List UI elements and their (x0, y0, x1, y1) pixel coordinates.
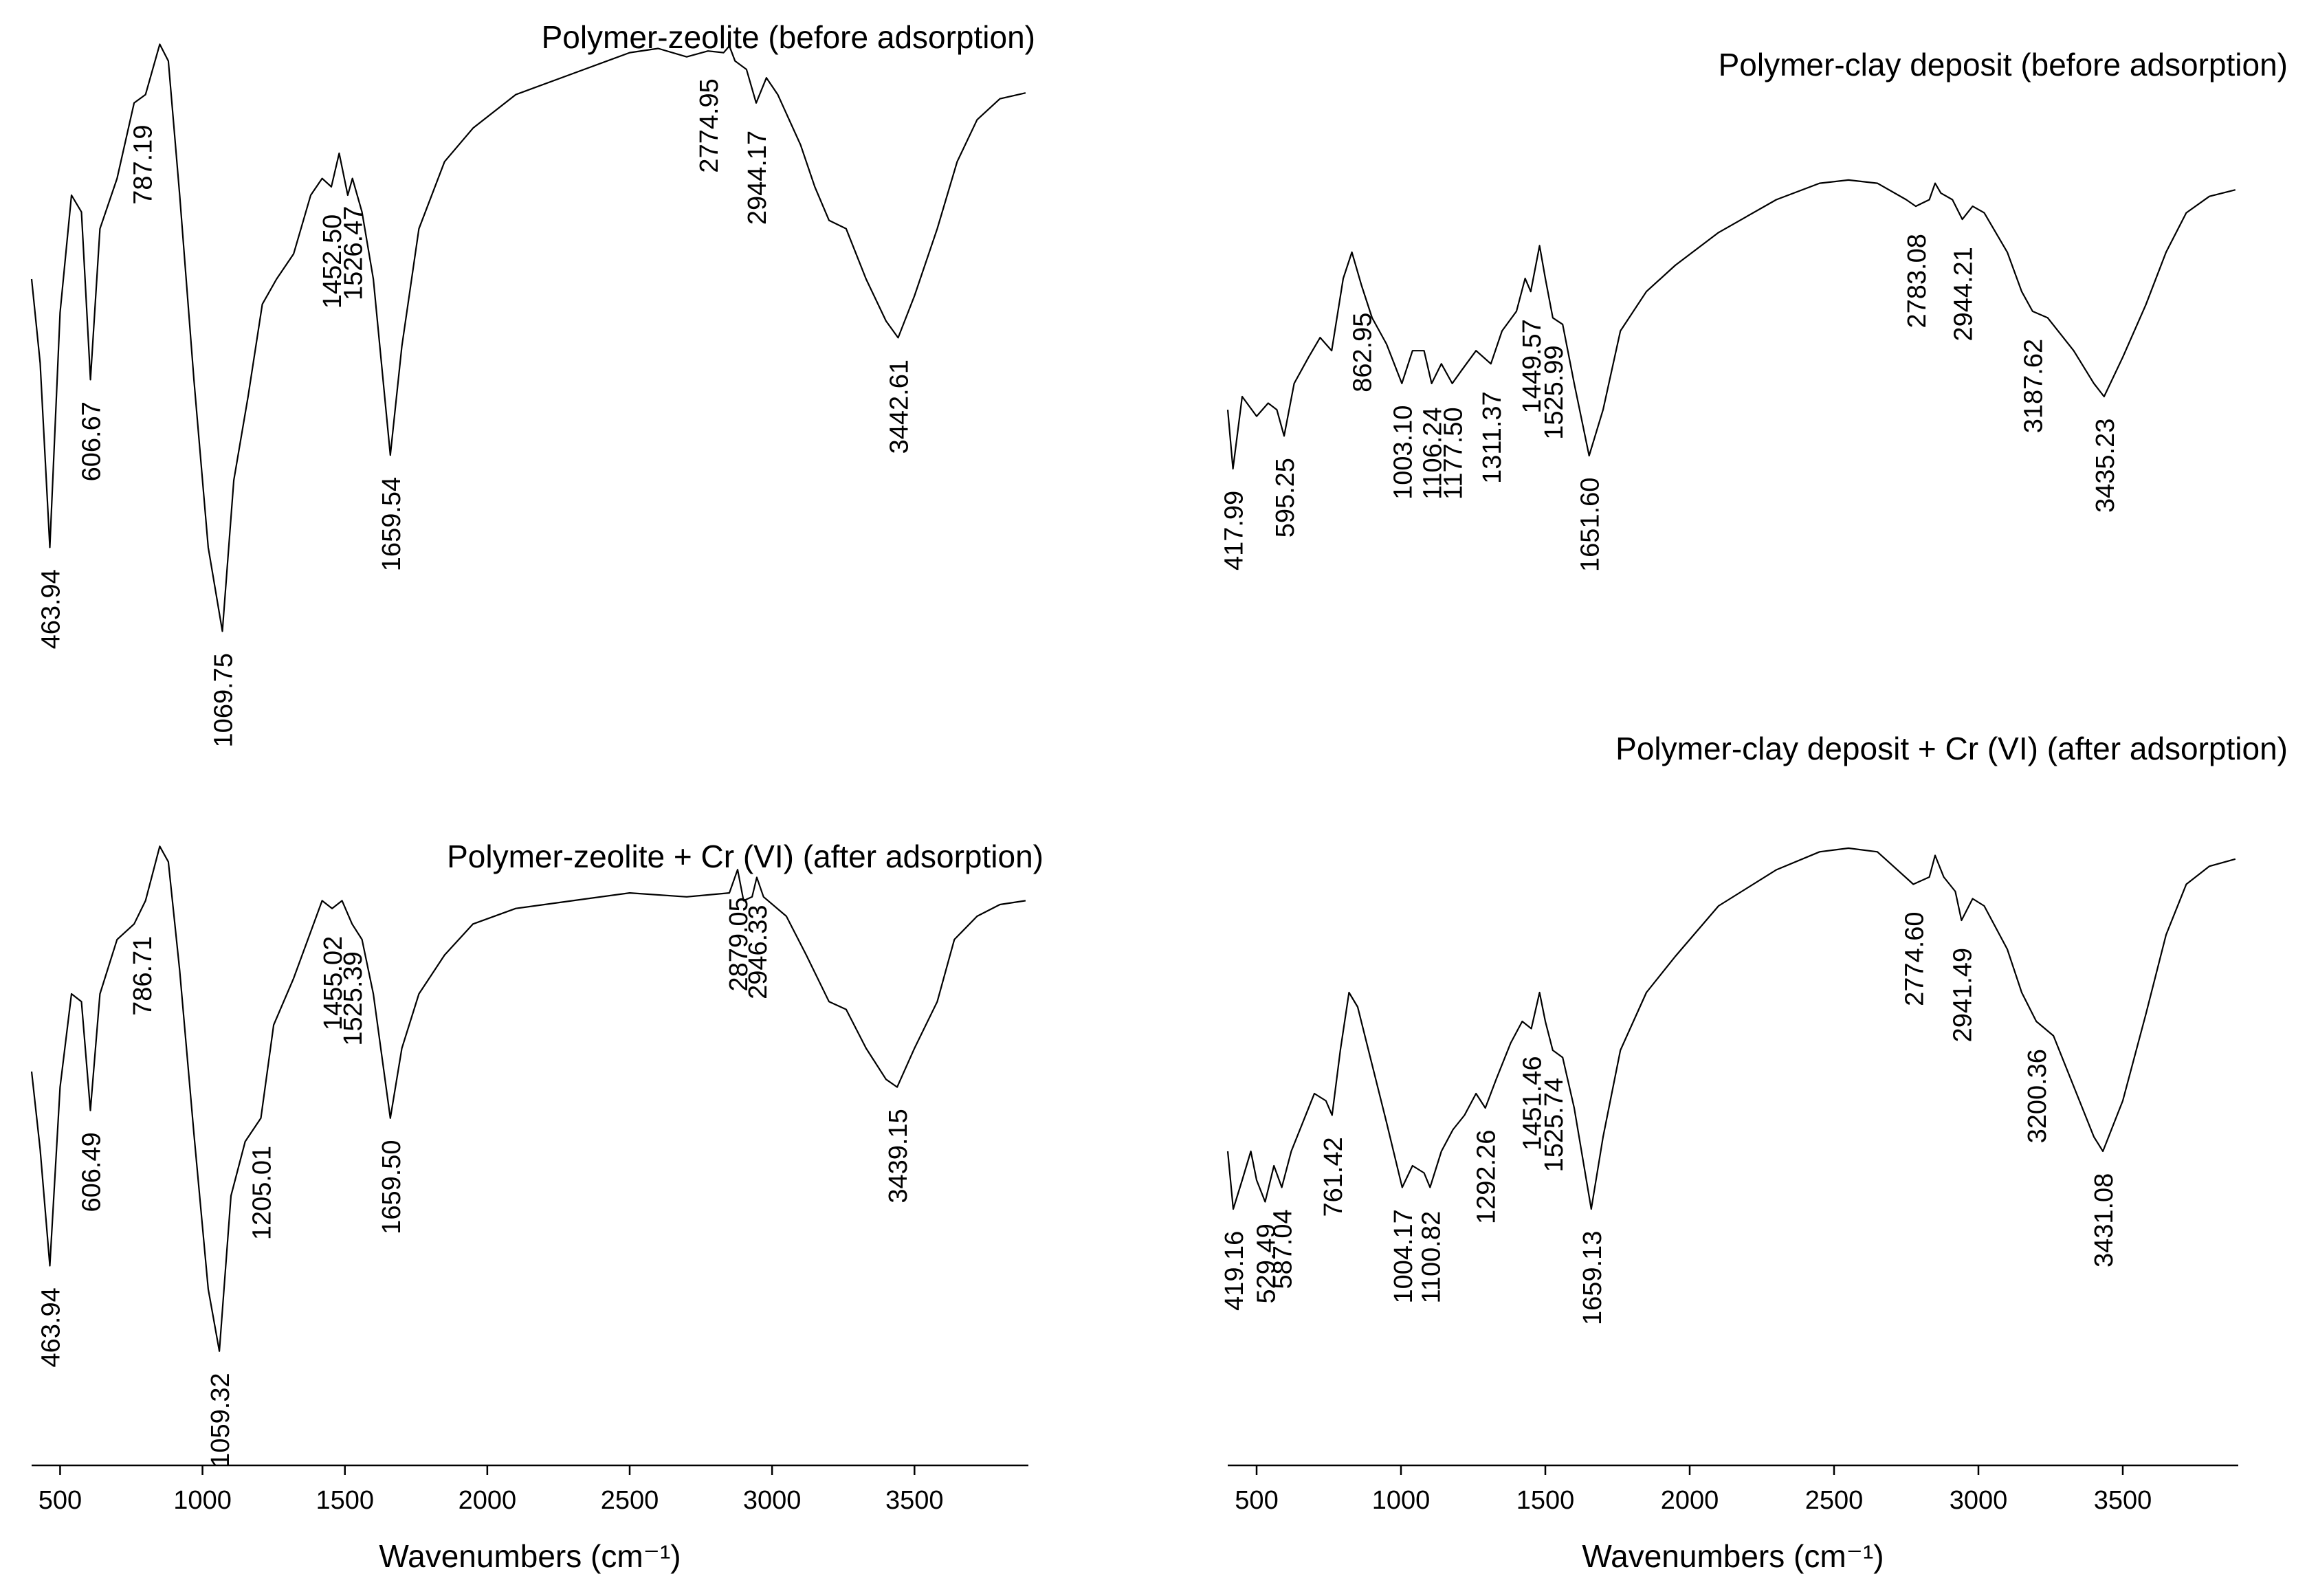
peak-label: 1651.60 (1576, 478, 1605, 572)
peak-label: 1059.32 (206, 1373, 235, 1467)
x-tick-label: 2000 (1661, 1486, 1719, 1515)
peak-label: 787.19 (129, 124, 157, 204)
spectrum-line (30, 845, 1026, 1352)
peak-label: 1525.99 (1540, 345, 1569, 439)
peak-label: 1451.46 (1519, 1056, 1547, 1150)
x-tick-label: 1500 (316, 1486, 374, 1515)
right-x-axis-label: Wavenumbers (cm⁻¹) (1582, 1538, 1884, 1574)
x-tick-label: 2500 (1805, 1486, 1864, 1515)
peak-label: 1311.37 (1478, 391, 1507, 484)
peak-label: 1525.74 (1540, 1078, 1569, 1172)
spectrum-line (1226, 847, 2236, 1210)
peak-label: 3439.15 (884, 1109, 913, 1203)
x-tick-label: 1500 (1516, 1486, 1575, 1515)
peak-label: 2774.95 (695, 78, 724, 173)
peak-label: 1292.26 (1472, 1130, 1501, 1224)
peak-label: 3442.61 (885, 359, 914, 454)
spectrum-title: Polymer-zeolite + Cr (VI) (after adsorpt… (447, 839, 1044, 874)
spectrum-title: Polymer-clay deposit + Cr (VI) (after ad… (1615, 731, 2288, 766)
x-tick-label: 3000 (743, 1486, 802, 1515)
peak-label: 1455.02 (319, 936, 348, 1030)
peak-label: 1106.24 (1419, 407, 1448, 500)
peak-label: 417.99 (1220, 491, 1249, 570)
peak-label: 3200.36 (2023, 1049, 2052, 1143)
peak-label: 862.95 (1348, 313, 1377, 392)
peak-label: 2946.33 (744, 905, 773, 999)
peak-label: 1659.13 (1578, 1231, 1607, 1325)
x-tick-label: 500 (1235, 1486, 1278, 1515)
spectrum-title: Polymer-zeolite (before adsorption) (542, 19, 1035, 55)
peak-label: 595.25 (1271, 458, 1300, 537)
x-tick-label: 500 (38, 1486, 82, 1515)
peak-label: 419.16 (1220, 1231, 1249, 1311)
peak-label: 587.04 (1269, 1209, 1298, 1289)
x-tick-label: 2000 (459, 1486, 517, 1515)
spectrum-panel-1: Polymer-zeolite + Cr (VI) (after adsorpt… (30, 839, 1044, 1467)
x-tick-label: 1000 (173, 1486, 232, 1515)
peak-label: 1659.54 (377, 477, 406, 571)
x-tick-label: 1000 (1372, 1486, 1431, 1515)
peak-label: 3431.08 (2090, 1173, 2119, 1267)
peak-label: 606.49 (78, 1132, 107, 1212)
peak-label: 1526.47 (340, 206, 368, 300)
peak-label: 3187.62 (2020, 339, 2049, 433)
peak-label: 463.94 (37, 1287, 66, 1367)
peak-label: 1100.82 (1417, 1211, 1446, 1304)
spectrum-panel-0: Polymer-zeolite (before adsorption) 463.9… (30, 19, 1035, 747)
peak-label: 1659.50 (377, 1140, 406, 1234)
peak-label: 606.67 (78, 401, 107, 481)
peak-label: 2783.08 (1903, 234, 1932, 328)
peak-label: 1449.57 (1518, 319, 1547, 413)
peak-label: 2941.49 (1948, 948, 1977, 1042)
spectrum-line (30, 43, 1026, 632)
spectrum-line (1226, 179, 2236, 470)
peak-label: 463.94 (37, 569, 66, 649)
peak-label: 761.42 (1319, 1137, 1348, 1217)
spectrum-panel-2: Polymer-clay deposit (before adsorption)… (1220, 47, 2288, 572)
peak-label: 2879.05 (725, 897, 753, 991)
peak-label: 1069.75 (210, 653, 239, 747)
peak-label: 3435.23 (2091, 419, 2120, 513)
peak-label: 1004.17 (1389, 1209, 1418, 1303)
right-x-axis: 500 1000 1500 2000 2500 3000 3500 Wavenumbers (… (1228, 1464, 2238, 1574)
x-tick-label: 3500 (2094, 1486, 2152, 1515)
peak-label: 2944.17 (743, 131, 772, 225)
peak-label: 786.71 (129, 936, 157, 1016)
peak-label: 1205.01 (248, 1146, 277, 1240)
peak-label: 529.49 (1252, 1223, 1281, 1303)
x-tick-label: 2500 (601, 1486, 659, 1515)
spectrum-title: Polymer-clay deposit (before adsorption) (1719, 47, 2288, 82)
left-x-axis-label: Wavenumbers (cm⁻¹) (379, 1538, 681, 1574)
peak-label: 1525.39 (339, 951, 368, 1045)
peak-label: 2944.21 (1950, 247, 1978, 341)
left-x-axis: 500 1000 1500 2000 2500 3000 3500 Wavenumbers (… (32, 1464, 1028, 1574)
peak-label: 2774.60 (1900, 911, 1929, 1006)
peak-label: 1177.50 (1439, 407, 1468, 500)
spectrum-panel-3: Polymer-clay deposit + Cr (VI) (after ad… (1220, 731, 2288, 1325)
x-tick-label: 3500 (885, 1486, 944, 1515)
peak-label: 1452.50 (318, 214, 347, 309)
peak-label: 1003.10 (1389, 406, 1417, 500)
x-tick-label: 3000 (1950, 1486, 2008, 1515)
